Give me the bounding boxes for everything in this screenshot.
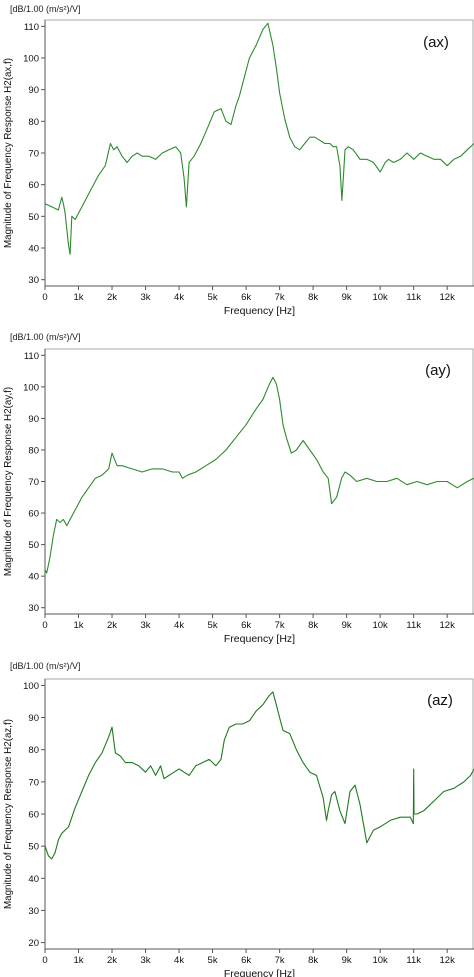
frequency-response-line bbox=[44, 691, 474, 860]
plot-frame bbox=[44, 678, 474, 950]
y-tick-label: 30 bbox=[28, 603, 39, 614]
x-tick-label: 1k bbox=[73, 955, 83, 966]
y-tick-label: 40 bbox=[28, 244, 39, 255]
x-axis-title: Frequency [Hz] bbox=[224, 633, 295, 645]
y-tick-label: 50 bbox=[28, 540, 39, 551]
x-tick-label: 2k bbox=[107, 620, 117, 631]
x-tick-label: 7k bbox=[275, 620, 285, 631]
frequency-response-line bbox=[44, 376, 474, 574]
y-axis-title: Magnitude of Frequency Response H2(ax,f) bbox=[3, 58, 14, 248]
unit-label: [dB/1.00 (m/s²)/V] bbox=[10, 661, 81, 671]
unit-label: [dB/1.00 (m/s²)/V] bbox=[10, 332, 81, 342]
y-tick-label: 50 bbox=[28, 212, 39, 223]
y-tick-label: 60 bbox=[28, 810, 39, 821]
y-tick-label: 20 bbox=[28, 938, 39, 949]
x-tick-label: 5k bbox=[208, 955, 218, 966]
x-tick-label: 11k bbox=[406, 955, 421, 966]
chart-panel-2: [dB/1.00 (m/s²)/V] 30 40 50 60 70 80 90 100 110 0 1… bbox=[3, 332, 474, 645]
x-tick-label: 6k bbox=[241, 955, 251, 966]
y-tick-label: 70 bbox=[28, 149, 39, 160]
x-tick-label: 2k bbox=[107, 955, 117, 966]
panel-annotation: (ax) bbox=[423, 34, 449, 51]
x-tick-label: 3k bbox=[141, 292, 151, 303]
x-axis-title: Frequency [Hz] bbox=[224, 968, 295, 977]
frequency-response-line bbox=[44, 22, 474, 255]
y-tick-label: 60 bbox=[28, 180, 39, 191]
y-tick-label: 90 bbox=[28, 713, 39, 724]
x-tick-label: 12k bbox=[440, 955, 456, 966]
y-tick-label: 100 bbox=[23, 681, 39, 692]
x-tick-label: 4k bbox=[174, 292, 184, 303]
panel-annotation: (az) bbox=[427, 692, 453, 709]
y-tick-label: 50 bbox=[28, 842, 39, 853]
chart-panel-3: [dB/1.00 (m/s²)/V] 20 30 40 50 60 70 80 90 100 0 1k… bbox=[3, 661, 474, 977]
x-tick-label: 9k bbox=[342, 955, 352, 966]
x-tick-label: 8k bbox=[308, 955, 318, 966]
x-tick-label: 6k bbox=[241, 292, 251, 303]
x-tick-label: 2k bbox=[107, 292, 117, 303]
panel-annotation: (ay) bbox=[425, 362, 451, 379]
y-tick-label: 70 bbox=[28, 777, 39, 788]
y-tick-label: 40 bbox=[28, 874, 39, 885]
y-axis-title: Magnitude of Frequency Response H2(az,f) bbox=[3, 719, 14, 909]
x-tick-label: 9k bbox=[342, 620, 352, 631]
x-tick-label: 12k bbox=[440, 292, 456, 303]
unit-label: [dB/1.00 (m/s²)/V] bbox=[10, 4, 81, 14]
x-tick-label: 8k bbox=[308, 292, 318, 303]
y-tick-label: 100 bbox=[23, 382, 39, 393]
x-tick-label: 3k bbox=[141, 620, 151, 631]
x-tick-label: 6k bbox=[241, 620, 251, 631]
y-tick-label: 90 bbox=[28, 414, 39, 425]
x-tick-label: 0 bbox=[42, 955, 47, 966]
x-tick-label: 10k bbox=[372, 955, 388, 966]
y-axis-title: Magnitude of Frequency Response H2(ay,f) bbox=[3, 387, 14, 576]
x-tick-label: 5k bbox=[208, 620, 218, 631]
y-tick-label: 40 bbox=[28, 572, 39, 583]
x-tick-label: 12k bbox=[440, 620, 456, 631]
chart-panel-1: [dB/1.00 (m/s²)/V] 30 40 50 60 70 80 90 100 110 0 1… bbox=[3, 4, 474, 317]
plot-frame bbox=[44, 19, 474, 287]
y-tick-label: 110 bbox=[24, 22, 39, 33]
y-tick-label: 60 bbox=[28, 509, 39, 520]
x-tick-label: 0 bbox=[42, 620, 47, 631]
y-tick-label: 80 bbox=[28, 445, 39, 456]
x-tick-label: 10k bbox=[372, 292, 388, 303]
x-tick-label: 11k bbox=[406, 292, 421, 303]
x-tick-label: 3k bbox=[141, 955, 151, 966]
y-tick-label: 90 bbox=[28, 85, 39, 96]
x-tick-label: 11k bbox=[406, 620, 421, 631]
x-tick-label: 4k bbox=[174, 620, 184, 631]
x-tick-label: 10k bbox=[372, 620, 388, 631]
x-tick-label: 0 bbox=[42, 292, 47, 303]
x-tick-label: 7k bbox=[275, 292, 285, 303]
x-tick-label: 1k bbox=[73, 292, 83, 303]
y-tick-label: 100 bbox=[23, 54, 39, 65]
x-tick-label: 5k bbox=[208, 292, 218, 303]
x-tick-label: 1k bbox=[73, 620, 83, 631]
y-tick-label: 110 bbox=[24, 351, 39, 362]
y-tick-label: 30 bbox=[28, 275, 39, 286]
x-tick-label: 4k bbox=[174, 955, 184, 966]
plot-frame bbox=[44, 348, 474, 615]
x-tick-label: 9k bbox=[342, 292, 352, 303]
y-tick-label: 30 bbox=[28, 906, 39, 917]
y-tick-label: 80 bbox=[28, 117, 39, 128]
x-axis-title: Frequency [Hz] bbox=[224, 305, 295, 317]
y-tick-label: 80 bbox=[28, 745, 39, 756]
y-tick-label: 70 bbox=[28, 477, 39, 488]
x-tick-label: 8k bbox=[308, 620, 318, 631]
x-tick-label: 7k bbox=[275, 955, 285, 966]
